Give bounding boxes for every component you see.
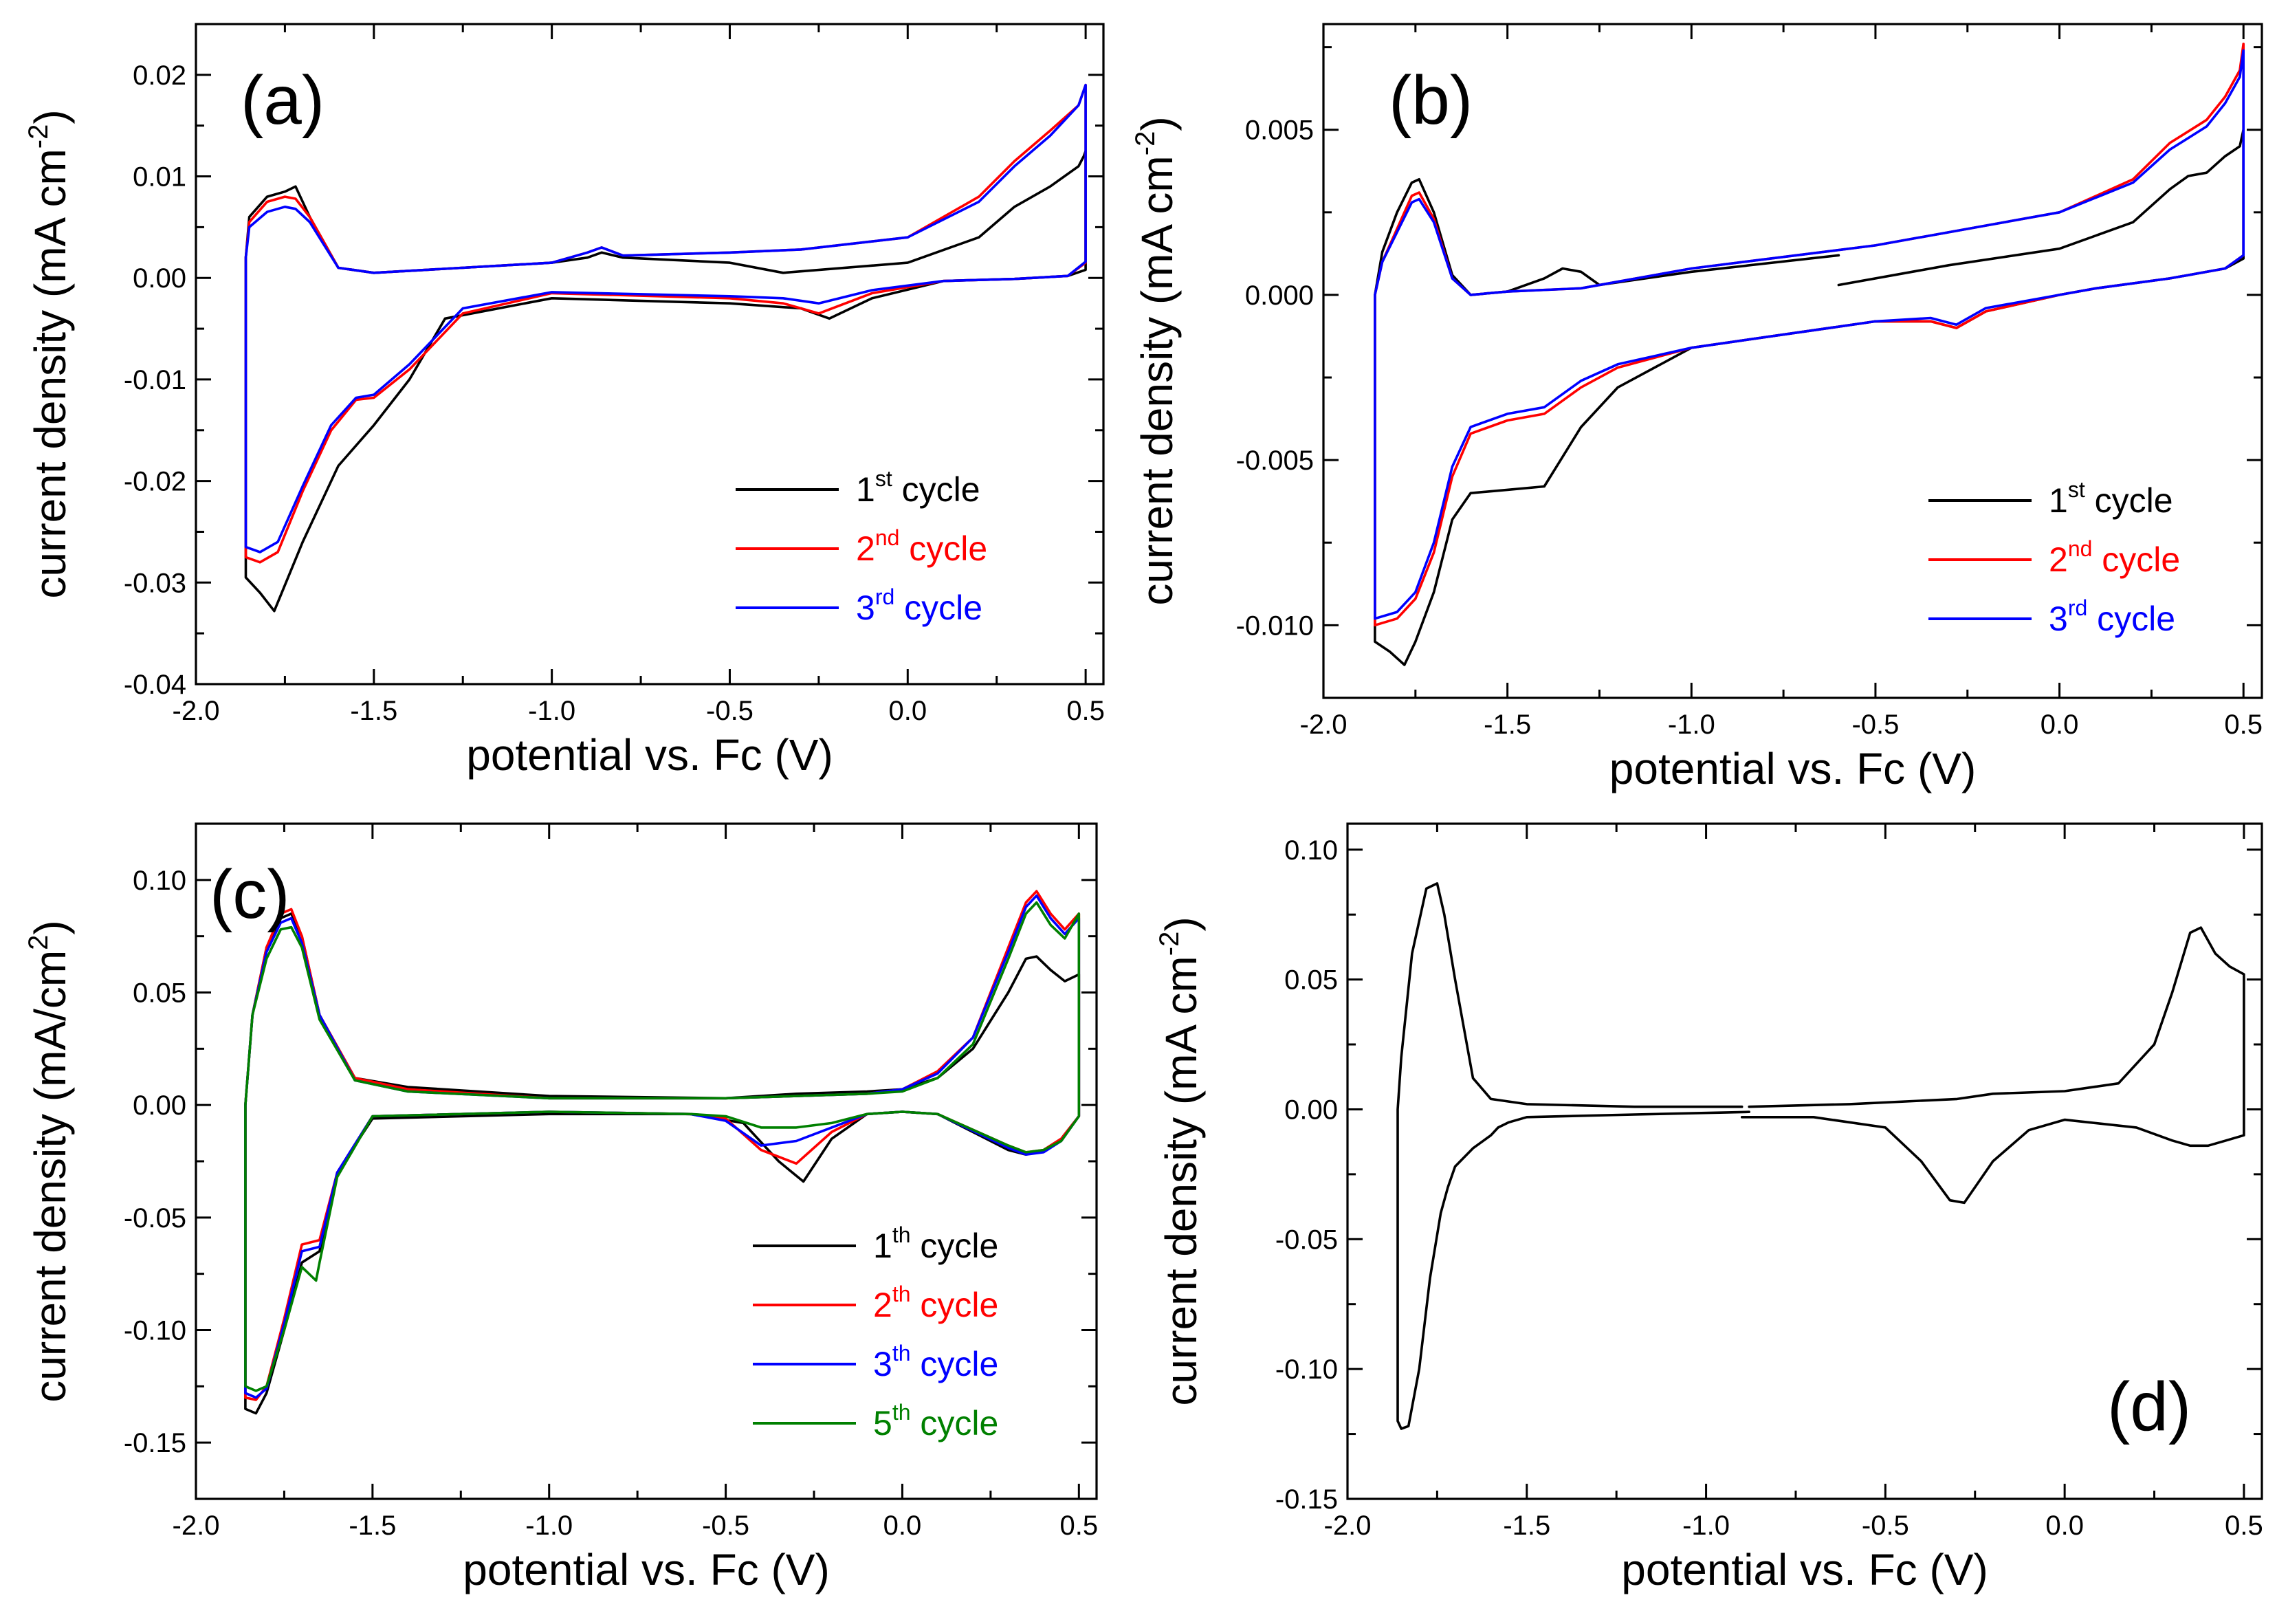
x-tick-label: -1.0: [1668, 710, 1715, 740]
series-line-2: [1740, 926, 2245, 1205]
x-tick-label: -1.5: [349, 1511, 396, 1541]
x-tick-label: 0.0: [888, 696, 927, 726]
series-line-1: [244, 912, 1081, 1415]
plot-area: [244, 83, 1087, 613]
x-tick-label: 0.5: [2224, 710, 2263, 740]
y-tick-label: 0.000: [1245, 281, 1314, 311]
x-tick-label: -0.5: [1862, 1511, 1909, 1541]
legend-label: 3rd cycle: [2049, 595, 2175, 638]
y-tick-label: 0.01: [133, 162, 186, 193]
x-axis-label: potential vs. Fc (V): [463, 1545, 830, 1594]
x-tick-label: -1.0: [1682, 1511, 1730, 1541]
y-tick-label: -0.15: [1275, 1484, 1338, 1515]
legend-label: 2th cycle: [873, 1282, 998, 1324]
x-tick-label: 0.5: [2225, 1511, 2263, 1541]
x-tick-label: -1.0: [528, 696, 575, 726]
y-tick-label: -0.10: [124, 1316, 186, 1346]
panel-label: (a): [241, 62, 324, 139]
y-tick-label: 0.02: [133, 61, 186, 91]
legend-label: 1st cycle: [856, 466, 980, 509]
y-axis-label: current density (mA cm-2): [23, 109, 75, 598]
y-tick-label: -0.02: [124, 467, 186, 497]
axes-frame: [195, 822, 1098, 1500]
plot-area: [244, 890, 1081, 1415]
axes-frame: [1322, 23, 2263, 699]
x-tick-label: 0.5: [1066, 696, 1105, 726]
legend-label: 3th cycle: [873, 1341, 998, 1383]
y-tick-label: -0.010: [1236, 611, 1314, 641]
y-tick-label: 0.05: [1284, 965, 1338, 996]
y-tick-label: 0.10: [1284, 835, 1338, 866]
y-tick-label: -0.10: [1275, 1354, 1338, 1385]
legend-label: 3rd cycle: [856, 584, 982, 627]
legend-label: 5th cycle: [873, 1400, 998, 1442]
series-line-1: [1396, 882, 1750, 1430]
series-line-2: [244, 890, 1081, 1401]
y-tick-label: 0.00: [133, 1090, 186, 1121]
y-axis-label: current density (mA/cm2): [23, 920, 75, 1403]
series-line-1: [1374, 128, 2245, 666]
x-tick-label: -0.5: [702, 1511, 749, 1541]
axes-frame: [1346, 822, 2263, 1500]
chart-panel-d: -2.0 -1.5 -1.0 -0.5 0.0 0.5 -0.15 -0.10 -0.05 0.0…: [1154, 822, 2263, 1594]
panel-label: (d): [2107, 1368, 2191, 1445]
x-tick-label: -2.0: [1324, 1511, 1372, 1541]
x-axis-label: potential vs. Fc (V): [1609, 744, 1977, 793]
y-tick-label: -0.05: [124, 1203, 186, 1233]
panel-label: (b): [1389, 62, 1473, 139]
chart-panel-a: -2.0 -1.5 -1.0 -0.5 0.0 0.5 -0.04 -0.03 -0.02 -0.…: [23, 23, 1105, 780]
x-axis-label: potential vs. Fc (V): [1621, 1545, 1988, 1594]
y-tick-label: 0.05: [133, 978, 186, 1009]
legend-label: 2nd cycle: [856, 525, 987, 568]
y-tick-label: -0.03: [124, 568, 186, 598]
x-tick-label: 0.5: [1060, 1511, 1099, 1541]
series-line-3: [244, 83, 1087, 553]
panel-label: (c): [210, 856, 290, 933]
y-tick-label: -0.05: [1275, 1225, 1338, 1255]
x-tick-label: -1.5: [1503, 1511, 1550, 1541]
y-tick-label: 0.00: [133, 263, 186, 294]
x-tick-label: -0.5: [1851, 710, 1899, 740]
chart-panel-b: -2.0 -1.5 -1.0 -0.5 0.0 0.5 -0.010 -0.005 0.000 0…: [1130, 23, 2263, 793]
x-tick-label: 0.0: [883, 1511, 922, 1541]
series-line-2: [1374, 42, 2245, 627]
x-tick-label: -1.5: [1484, 710, 1531, 740]
x-axis-label: potential vs. Fc (V): [466, 730, 833, 780]
y-tick-label: -0.01: [124, 365, 186, 395]
x-tick-label: -0.5: [706, 696, 754, 726]
plot-area: [1396, 882, 2245, 1430]
y-tick-label: 0.10: [133, 866, 186, 896]
y-tick-label: 0.005: [1245, 116, 1314, 146]
series-line-4: [244, 901, 1081, 1392]
series-line-3: [244, 894, 1081, 1399]
x-tick-label: -2.0: [1300, 710, 1348, 740]
y-axis-label: current density (mA cm-2): [1154, 917, 1206, 1405]
chart-panel-c: -2.0 -1.5 -1.0 -0.5 0.0 0.5 -0.15 -0.10 -0.05 0.0…: [23, 822, 1099, 1594]
y-tick-label: -0.15: [124, 1428, 186, 1458]
x-tick-label: -2.0: [173, 1511, 220, 1541]
x-tick-label: -1.0: [525, 1511, 573, 1541]
y-tick-label: -0.005: [1236, 446, 1314, 476]
axes-frame: [195, 23, 1105, 685]
legend-label: 1th cycle: [873, 1222, 998, 1265]
x-tick-label: 0.0: [2040, 710, 2079, 740]
x-tick-label: -1.5: [350, 696, 397, 726]
legend-label: 2nd cycle: [2049, 536, 2180, 579]
series-line-3: [1374, 49, 2245, 620]
y-tick-label: 0.00: [1284, 1095, 1338, 1125]
y-axis-label: current density (mA cm-2): [1130, 116, 1182, 605]
y-tick-label: -0.04: [124, 670, 186, 700]
x-tick-label: -2.0: [173, 696, 220, 726]
x-tick-label: 0.0: [2045, 1511, 2084, 1541]
legend-label: 1st cycle: [2049, 477, 2173, 520]
plot-area: [1374, 42, 2245, 666]
